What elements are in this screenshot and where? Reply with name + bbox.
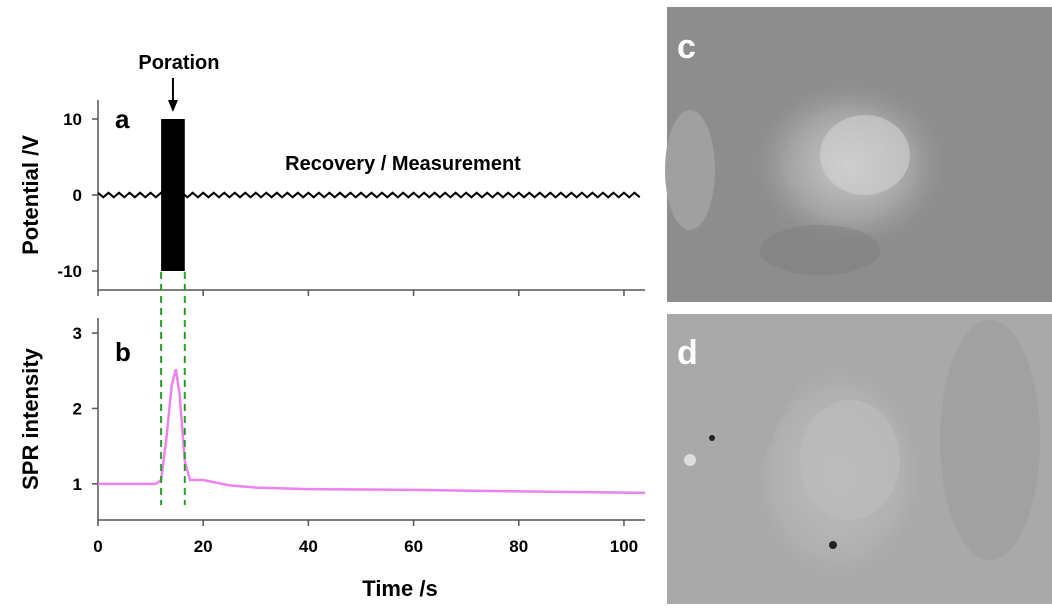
- data-line: [97, 191, 641, 199]
- panel-label: c: [677, 28, 696, 66]
- micrograph-d: d: [667, 314, 1052, 604]
- y-axis-title: Potential /V: [18, 135, 43, 255]
- data-line: [98, 368, 646, 495]
- micrograph-c: c: [665, 7, 1052, 302]
- panel-label: d: [677, 334, 698, 372]
- panel-label: b: [115, 337, 131, 367]
- x-tick-label: 20: [194, 537, 213, 556]
- x-tick-label: 40: [299, 537, 318, 556]
- annotation: Recovery / Measurement: [285, 153, 521, 175]
- y-tick-label: 1: [73, 475, 82, 494]
- callout: Poration: [138, 52, 219, 74]
- x-tick-label: 60: [404, 537, 423, 556]
- y-tick-label: 0: [73, 186, 82, 205]
- y-axis-title: SPR intensity: [18, 347, 43, 490]
- pulse: [161, 119, 185, 271]
- y-tick-label: 2: [73, 399, 82, 418]
- callout-arrowhead: [167, 100, 178, 112]
- x-tick-label: 100: [610, 537, 638, 556]
- y-tick-label: -10: [57, 262, 82, 281]
- x-tick-label: 0: [93, 537, 102, 556]
- x-axis-title: Time /s: [362, 576, 437, 601]
- y-tick-label: 10: [63, 110, 82, 129]
- panel-label: a: [115, 104, 130, 134]
- y-tick-label: 3: [73, 324, 82, 343]
- x-tick-label: 80: [509, 537, 528, 556]
